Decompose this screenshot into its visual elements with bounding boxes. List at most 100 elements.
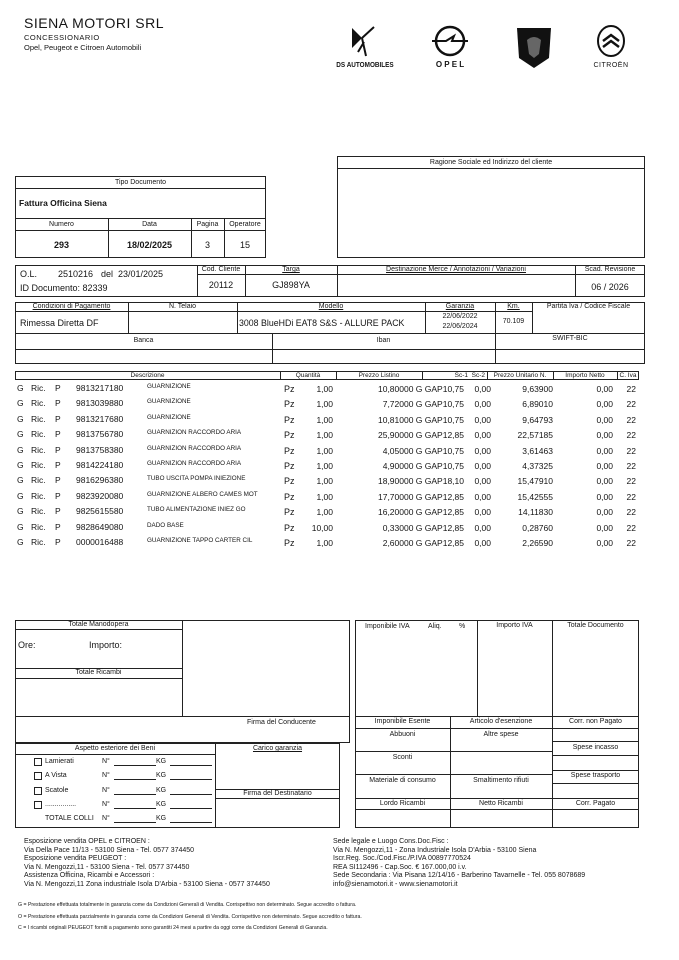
item-type: Ric. (31, 413, 46, 424)
abbuoni-label: Abbuoni (389, 731, 416, 738)
item-vat-code: 22 (626, 461, 636, 471)
n-label: N° (102, 786, 110, 794)
item-flag: G (17, 506, 24, 517)
item-unit: Pz (284, 538, 295, 548)
manodopera-label: Totale Manodopera (68, 621, 129, 628)
item-origin: P (55, 490, 61, 501)
item-list-price: 4,90000 G GAP10,75 (382, 461, 464, 471)
table-row: G Ric. P 9828649080 DADO BASE Pz 10,00 0,33000 … (0, 522, 679, 536)
item-description: GUARNIZIONE TAPPO CARTER CIL (147, 537, 253, 544)
client-box (337, 156, 645, 258)
iban-label: Iban (376, 337, 391, 344)
company-name: SIENA MOTORI SRL (24, 15, 164, 31)
kg-field[interactable] (170, 815, 212, 823)
document-number: 293 (53, 240, 70, 250)
table-row: G Ric. P 9814224180 GUARNIZION RACCORDO ARIA… (0, 460, 679, 474)
checkbox[interactable] (34, 801, 42, 810)
item-code: 9813217680 (76, 413, 124, 424)
checkbox[interactable] (34, 772, 42, 781)
item-description: TUBO USCITA POMPA INIEZIONE (147, 475, 246, 483)
footer-line: REA SI112496 - Cap.Soc. € 167.000,00 i.v… (333, 863, 467, 871)
items-header (15, 371, 639, 380)
item-discount: 0,00 (474, 522, 491, 533)
document-date: 18/02/2025 (126, 240, 173, 250)
item-unit: Pz (284, 445, 295, 456)
aliq-label: Aliq. (428, 623, 442, 630)
importo-iva-label: Importo IVA (496, 622, 533, 629)
modello-value: 3008 BlueHDi EAT8 S&S - ALLURE PACK (239, 318, 405, 328)
item-list-price: 17,70000 G GAP12,85 (377, 491, 464, 502)
table-row: G Ric. P 9813039880 GUARNIZIONE Pz 1,00 7,72000… (0, 398, 679, 412)
n-field[interactable] (114, 772, 156, 781)
n-field[interactable] (114, 758, 156, 766)
document-operator: 15 (239, 240, 250, 250)
item-origin: P (55, 537, 61, 547)
footer-line: Sede Secondaria : Via Pisana 12/14/16 - … (333, 872, 586, 880)
item-discount: 0,00 (474, 430, 491, 441)
item-origin: P (55, 460, 61, 470)
kg-field[interactable] (170, 787, 212, 795)
kg-field[interactable] (170, 801, 212, 810)
col-importo-netto: Importo Netto (565, 372, 605, 379)
item-description: GUARNIZIONE (147, 413, 191, 421)
item-type: Ric. (31, 444, 46, 455)
totale-colli-label: TOTALE COLLI (45, 815, 94, 822)
smaltimento-label: Smaltimento rifiuti (473, 777, 529, 784)
item-discount: 0,00 (474, 491, 491, 502)
goods-box (15, 743, 340, 828)
n-field[interactable] (114, 801, 156, 810)
client-header: Ragione Sociale ed Indirizzo del cliente (429, 159, 553, 166)
item-description: DADO BASE (147, 521, 184, 529)
item-vat-code: 22 (626, 445, 636, 456)
swift-label: SWIFT-BIC (552, 335, 588, 342)
table-row: G Ric. P 9813758380 GUARNIZION RACCORDO ARIA… (0, 445, 679, 459)
item-quantity: 1,00 (316, 461, 333, 471)
n-label: N° (102, 758, 110, 765)
item-unit: Pz (284, 414, 295, 425)
footer-line: Via N. Mengozzi,11 Zona industriale Isol… (24, 880, 270, 888)
item-origin: P (55, 506, 61, 517)
imponibile-iva-label: Imponibile IVA (365, 623, 410, 630)
item-discount: 0,00 (474, 414, 491, 425)
item-type: Ric. (31, 429, 46, 440)
goods-header: Aspetto esteriore dei Beni (74, 745, 156, 752)
importo-label: Importo: (89, 640, 123, 650)
item-vat-code: 22 (626, 399, 636, 410)
col-descrizione: Descrizione (130, 372, 165, 379)
item-quantity: 1,00 (316, 414, 333, 425)
kg-label: KG (156, 801, 167, 809)
item-net-amount: 0,00 (596, 399, 613, 410)
pagina-label: Pagina (196, 221, 219, 228)
kg-label: KG (156, 815, 167, 822)
item-discount: 0,00 (474, 476, 491, 487)
item-unit-price: 15,47910 (517, 476, 553, 487)
item-origin: P (55, 521, 61, 532)
item-net-amount: 0,00 (596, 538, 613, 548)
articolo-esenzione-label: Articolo d'esenzione (469, 718, 533, 725)
item-quantity: 1,00 (316, 445, 333, 456)
item-type: Ric. (31, 398, 46, 409)
item-description: GUARNIZIONE ALBERO CAMES MOT (147, 490, 258, 498)
sconti-label: Sconti (392, 754, 413, 761)
item-unit: Pz (284, 384, 295, 394)
table-row: G Ric. P 9813217680 GUARNIZIONE Pz 1,00 10,8100… (0, 414, 679, 428)
checkbox[interactable] (34, 758, 42, 766)
item-list-price: 7,72000 G GAP10,75 (382, 399, 464, 410)
item-origin: P (55, 398, 61, 409)
kg-field[interactable] (170, 772, 212, 781)
table-row: G Ric. P 9825615580 TUBO ALIMENTAZIONE INIEZ… (0, 506, 679, 520)
corr-pagato-label: Corr. Pagato (575, 800, 616, 807)
n-field[interactable] (114, 815, 156, 823)
n-field[interactable] (114, 787, 156, 795)
item-quantity: 1,00 (316, 538, 333, 548)
document-type-header: Tipo Documento (114, 179, 167, 186)
checkbox[interactable] (34, 786, 42, 795)
item-flag: G (17, 429, 24, 440)
n-label: N° (102, 815, 110, 822)
item-unit-price: 2,26590 (522, 538, 553, 548)
item-net-amount: 0,00 (596, 414, 613, 425)
footer-line: Esposizione vendita PEUGEOT : (24, 855, 127, 863)
item-quantity: 1,00 (316, 384, 333, 394)
kg-field[interactable] (170, 758, 212, 766)
item-list-price: 18,90000 G GAP18,10 (377, 476, 464, 487)
